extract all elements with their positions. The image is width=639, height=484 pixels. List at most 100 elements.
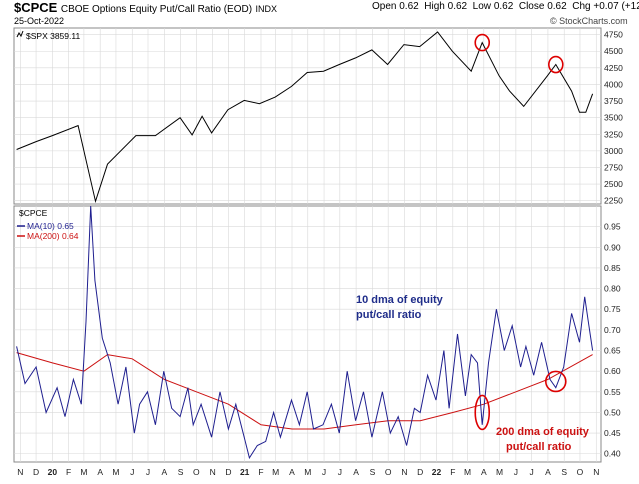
- ratio-tick-label: 0.85: [604, 263, 621, 273]
- price-tick-label: 2750: [604, 162, 623, 172]
- symbol-description: CBOE Options Equity Put/Call Ratio (EOD): [60, 4, 253, 15]
- close-value: 0.62: [547, 1, 567, 12]
- time-tick-label: S: [178, 467, 184, 477]
- time-tick-label: F: [258, 467, 263, 477]
- time-tick-label: J: [130, 467, 134, 477]
- ma200-annotation-line2: put/call ratio: [506, 441, 572, 453]
- time-tick-label: D: [225, 467, 231, 477]
- ohlc-readout: Open 0.62 High 0.62 Low 0.62 Close 0.62 …: [372, 1, 639, 12]
- ratio-tick-label: 0.60: [604, 366, 621, 376]
- price-tick-label: 3500: [604, 113, 623, 123]
- watermark: © StockCharts.com: [550, 16, 628, 26]
- ratio-tick-label: 0.50: [604, 407, 621, 417]
- ratio-axis-labels: 0.40 0.45 0.50 0.55 0.60 0.65 0.70 0.75 0.80 0.85…: [604, 222, 621, 459]
- highlight-circles: [474, 33, 567, 431]
- ratio-tick-label: 0.55: [604, 387, 621, 397]
- price-highlight-circle: [474, 33, 491, 52]
- open-value: 0.62: [399, 1, 419, 12]
- time-tick-label: M: [496, 467, 503, 477]
- price-tick-label: 3250: [604, 129, 623, 139]
- time-tick-label: 22: [432, 467, 442, 477]
- time-tick-label: A: [289, 467, 295, 477]
- time-tick-label: O: [385, 467, 392, 477]
- ma10-annotation-line2: put/call ratio: [356, 309, 422, 321]
- ma10-annotation: 10 dma of equity put/call ratio: [356, 294, 444, 321]
- time-tick-label: S: [561, 467, 567, 477]
- price-tick-label: 4250: [604, 63, 623, 73]
- ratio-tick-label: 0.45: [604, 428, 621, 438]
- ma200-annotation-line1: 200 dma of equity: [496, 426, 590, 438]
- ratio-highlight-circle: [474, 394, 491, 431]
- price-tick-label: 4500: [604, 46, 623, 56]
- time-tick-label: J: [322, 467, 326, 477]
- time-tick-label: O: [193, 467, 200, 477]
- time-grid: [20, 28, 597, 462]
- ratio-tick-label: 0.80: [604, 284, 621, 294]
- price-legend-icon: [16, 30, 24, 38]
- time-tick-label: 21: [240, 467, 250, 477]
- time-tick-label: N: [210, 467, 216, 477]
- price-legend-label: $SPX 3859.11: [26, 31, 80, 41]
- ratio-highlight-circle: [545, 370, 567, 393]
- price-tick-label: 2500: [604, 179, 623, 189]
- time-tick-label: O: [577, 467, 584, 477]
- chart-title: $CPCE CBOE Options Equity Put/Call Ratio…: [14, 0, 277, 15]
- ma200-line: [16, 352, 593, 430]
- low-label: Low: [472, 1, 492, 12]
- price-highlight-circle: [548, 55, 564, 74]
- price-legend: $SPX 3859.11: [16, 30, 80, 41]
- low-value: 0.62: [493, 1, 514, 12]
- ma200-legend-label: MA(200) 0.64: [27, 231, 79, 241]
- time-axis-labels: N D 20 F M A M J J A S O N D 21 F M A M J J A S O N D 22 F M A M J J A S O N: [17, 467, 599, 477]
- price-tick-label: 4750: [604, 30, 623, 40]
- exchange: INDX: [255, 4, 278, 14]
- ratio-tick-label: 0.75: [604, 304, 621, 314]
- time-tick-label: D: [33, 467, 39, 477]
- time-tick-label: A: [545, 467, 551, 477]
- ratio-tick-label: 0.95: [604, 222, 621, 232]
- time-tick-label: J: [530, 467, 534, 477]
- price-tick-label: 2250: [604, 196, 623, 206]
- time-tick-label: 20: [48, 467, 58, 477]
- spx-price-line: [16, 31, 594, 204]
- time-tick-label: N: [593, 467, 599, 477]
- time-tick-label: M: [272, 467, 279, 477]
- ratio-legend-title: $CPCE: [19, 208, 48, 218]
- ma10-legend-label: MA(10) 0.65: [27, 221, 74, 231]
- time-tick-label: F: [450, 467, 455, 477]
- time-tick-label: F: [66, 467, 71, 477]
- time-tick-label: D: [417, 467, 423, 477]
- time-tick-label: S: [370, 467, 376, 477]
- time-tick-label: M: [464, 467, 471, 477]
- ratio-tick-label: 0.70: [604, 325, 621, 335]
- chart-date: 25-Oct-2022: [14, 16, 65, 26]
- symbol: $CPCE: [14, 0, 58, 15]
- time-tick-label: A: [161, 467, 167, 477]
- close-label: Close: [518, 1, 545, 12]
- high-value: 0.62: [447, 1, 468, 12]
- price-tick-label: 3750: [604, 96, 623, 106]
- open-label: Open: [372, 1, 397, 12]
- time-tick-label: A: [353, 467, 359, 477]
- time-tick-label: J: [338, 467, 342, 477]
- high-label: High: [424, 1, 445, 12]
- time-tick-label: N: [401, 467, 407, 477]
- ma10-line: [16, 205, 594, 460]
- time-tick-label: A: [481, 467, 487, 477]
- time-tick-label: M: [304, 467, 311, 477]
- ratio-tick-label: 0.40: [604, 449, 621, 459]
- time-tick-label: N: [17, 467, 23, 477]
- time-tick-label: M: [80, 467, 87, 477]
- time-tick-label: A: [97, 467, 103, 477]
- ma10-annotation-line1: 10 dma of equity: [356, 294, 444, 306]
- time-tick-label: M: [112, 467, 119, 477]
- price-tick-label: 4000: [604, 79, 623, 89]
- ma200-annotation: 200 dma of equity put/call ratio: [496, 426, 590, 453]
- ratio-tick-label: 0.90: [604, 242, 621, 252]
- time-tick-label: J: [146, 467, 150, 477]
- chg-value: +0.07 (+12.73%): [593, 1, 639, 12]
- ratio-tick-label: 0.65: [604, 346, 621, 356]
- chg-label: Chg: [572, 1, 591, 12]
- price-axis-labels: 2250 2500 2750 3000 3250 3500 3750 4000 4250 4500…: [604, 30, 623, 206]
